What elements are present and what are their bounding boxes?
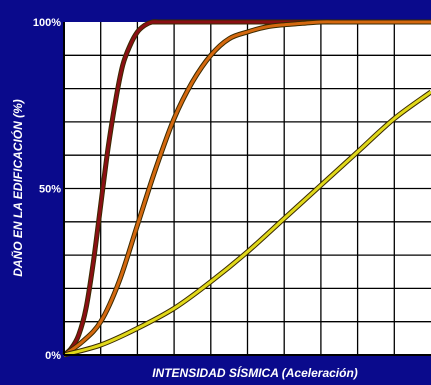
x-axis-label: INTENSIDAD SÍSMICA (Aceleración) bbox=[152, 365, 358, 380]
grid-lines bbox=[64, 22, 431, 355]
series-line-3 bbox=[63, 90, 431, 357]
y-tick-label: 100% bbox=[33, 17, 61, 29]
series-line-1 bbox=[62, 20, 431, 357]
series-line-2 bbox=[63, 20, 431, 357]
data-series-group bbox=[62, 19, 431, 358]
y-axis-label: DAÑO EN LA EDIFICACIÓN (%) bbox=[10, 99, 25, 277]
y-tick-label: 0% bbox=[45, 350, 61, 362]
y-tick-label: 50% bbox=[39, 184, 61, 196]
y-tick-labels: 0% 50% 100% bbox=[33, 17, 61, 362]
